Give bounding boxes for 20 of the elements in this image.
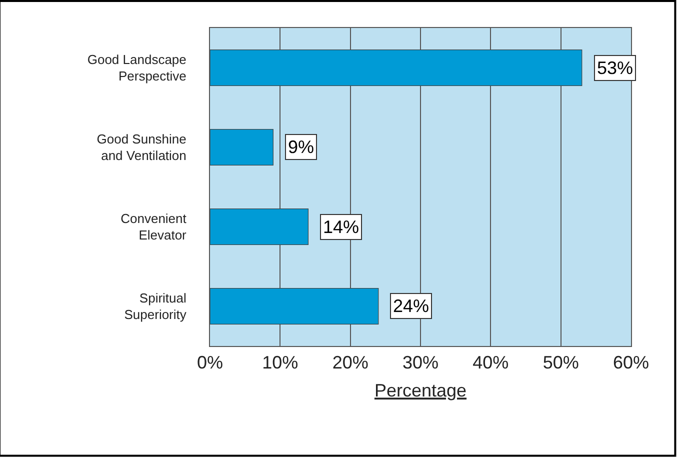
data-label: 53% xyxy=(597,58,634,78)
x-tick-label: 0% xyxy=(196,352,224,373)
data-label: 9% xyxy=(288,137,314,157)
x-tick-label: 60% xyxy=(612,352,650,373)
data-label: 14% xyxy=(323,217,360,237)
x-tick-label: 10% xyxy=(262,352,298,373)
bar xyxy=(210,288,379,324)
y-tick-label: Good Sunshine and Ventilation xyxy=(96,131,186,164)
x-tick-label: 50% xyxy=(542,352,579,373)
y-tick-label: Convenient Elevator xyxy=(120,210,188,243)
x-axis-title: Percentage xyxy=(374,380,467,401)
bar xyxy=(210,129,274,166)
x-tick-label: 30% xyxy=(402,352,439,373)
x-tick-label: 20% xyxy=(332,352,368,373)
data-label: 24% xyxy=(393,296,430,316)
bar xyxy=(210,50,582,86)
bar xyxy=(210,208,309,245)
y-tick-label: Spiritual Superiority xyxy=(124,290,187,322)
y-tick-label: Good Landscape Perspective xyxy=(87,52,186,84)
x-tick-label: 40% xyxy=(472,352,509,373)
